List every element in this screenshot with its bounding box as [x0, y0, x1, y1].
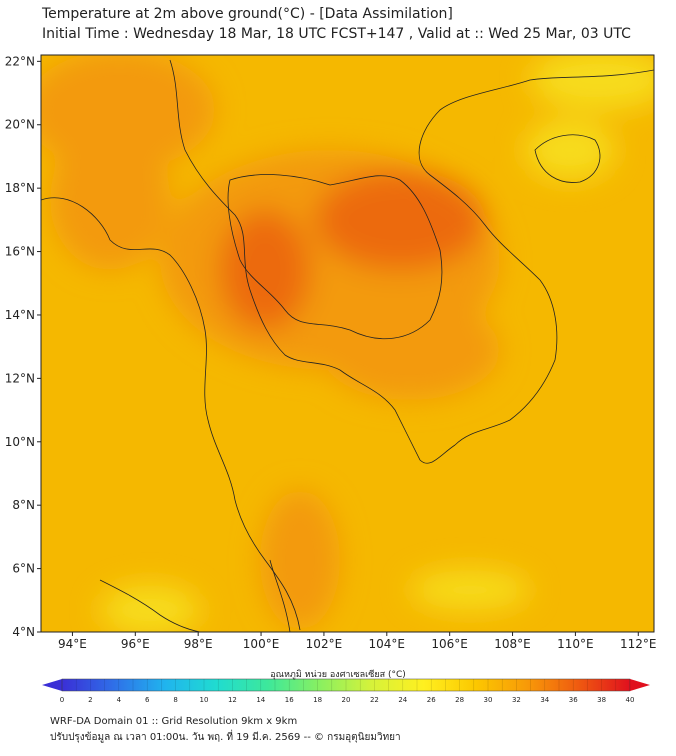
colorbar-tick-label: 38: [597, 696, 606, 704]
lat-tick-label: 18°N: [5, 181, 35, 195]
lat-tick-label: 6°N: [12, 562, 35, 576]
lat-tick-label: 14°N: [5, 308, 35, 322]
lat-tick-label: 12°N: [5, 371, 35, 385]
colorbar-max-extension: [630, 679, 650, 691]
longitude-axis: 94°E 96°E 98°E 100°E 102°E 104°E 106°E 108°E 110…: [58, 632, 657, 651]
colorbar-tick-label: 8: [173, 696, 177, 704]
footer-update-info: ปรับปรุงข้อมูล ณ เวลา 01:00น. วัน พฤ. ที…: [50, 732, 401, 743]
latitude-axis: 4°N 6°N 8°N 10°N 12°N 14°N 16°N 18°N 20°N 22°N: [5, 54, 41, 639]
colorbar-tick-label: 30: [484, 696, 493, 704]
footer-model-info: WRF-DA Domain 01 :: Grid Resolution 9km …: [50, 716, 298, 727]
lon-tick-label: 94°E: [58, 637, 87, 651]
lat-tick-label: 10°N: [5, 435, 35, 449]
lon-tick-label: 112°E: [620, 637, 657, 651]
colorbar-tick-label: 34: [540, 696, 549, 704]
lat-tick-label: 22°N: [5, 54, 35, 68]
lat-tick-label: 4°N: [12, 625, 35, 639]
coastline-borders: [41, 59, 654, 632]
colorbar-tick-label: 4: [117, 696, 122, 704]
lon-tick-label: 98°E: [184, 637, 213, 651]
lon-tick-label: 106°E: [431, 637, 468, 651]
colorbar-tick-label: 26: [427, 696, 436, 704]
lon-tick-label: 104°E: [369, 637, 406, 651]
colorbar-label: อุณหภูมิ หน่วย องศาเซลเซียส (°C): [270, 670, 406, 680]
colorbar-tick-label: 40: [626, 696, 635, 704]
lon-tick-label: 100°E: [243, 637, 280, 651]
lat-tick-label: 16°N: [5, 245, 35, 259]
colorbar-tick-label: 16: [285, 696, 294, 704]
colorbar-tick-label: 36: [569, 696, 578, 704]
temperature-field: [41, 55, 654, 632]
colorbar-tick-label: 18: [313, 696, 322, 704]
colorbar-tick-label: 32: [512, 696, 521, 704]
lon-tick-label: 102°E: [306, 637, 343, 651]
plot-frame: [40, 54, 655, 633]
colorbar-tick-label: 10: [200, 696, 209, 704]
colorbar-tick-label: 22: [370, 696, 379, 704]
colorbar-tick-label: 12: [228, 696, 237, 704]
colorbar-tick-label: 20: [342, 696, 351, 704]
lat-tick-label: 8°N: [12, 498, 35, 512]
colorbar-tick-label: 24: [398, 696, 407, 704]
colorbar-tick-label: 28: [455, 696, 464, 704]
colorbar-tick-label: 6: [145, 696, 150, 704]
lon-tick-label: 96°E: [121, 637, 150, 651]
map-title: Temperature at 2m above ground(°C) - [Da…: [42, 6, 453, 22]
colorbar-tick-label: 2: [88, 696, 92, 704]
colorbar-min-extension: [42, 679, 62, 691]
lon-tick-label: 108°E: [494, 637, 531, 651]
lon-tick-label: 110°E: [557, 637, 594, 651]
colorbar-tick-label: 14: [256, 696, 265, 704]
colorbar-tick-label: 0: [60, 696, 64, 704]
lat-tick-label: 20°N: [5, 118, 35, 132]
colorbar: 0 2 4 6 8 10 12 14 16 18 20 22 24 26 28 30 32 34 36 38 40: [42, 678, 650, 704]
map-subtitle: Initial Time : Wednesday 18 Mar, 18 UTC …: [42, 26, 631, 42]
